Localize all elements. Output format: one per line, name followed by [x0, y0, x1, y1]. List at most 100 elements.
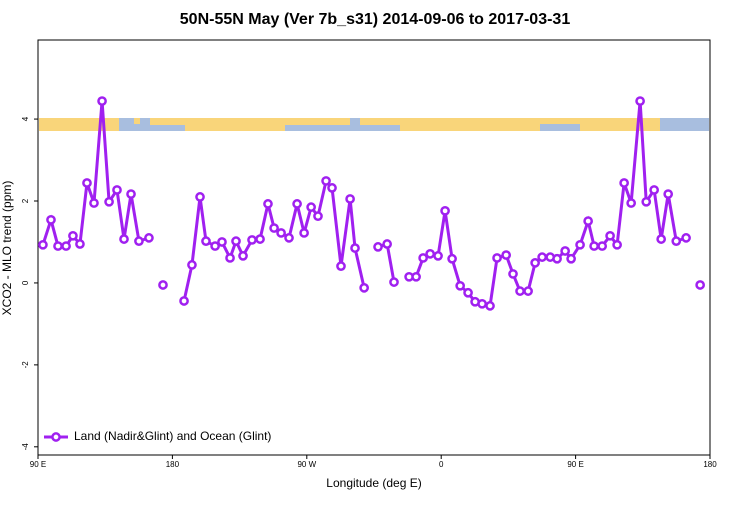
data-point [82, 178, 92, 188]
data-point [463, 287, 473, 298]
data-point [306, 202, 316, 212]
legend-label: Land (Nadir&Glint) and Ocean (Glint) [74, 429, 271, 443]
land-ocean-band [39, 118, 709, 131]
data-point [477, 298, 487, 309]
data-point [425, 248, 435, 259]
data-point [641, 196, 652, 207]
legend-marker [51, 432, 61, 442]
data-point [210, 241, 220, 251]
plot-frame [37, 39, 711, 456]
data-point [179, 296, 189, 306]
data-point [327, 183, 337, 193]
data-point [597, 241, 608, 251]
data-point [61, 241, 71, 251]
data-point [75, 239, 85, 249]
data-point [89, 198, 99, 208]
data-point [225, 253, 235, 263]
data-point [201, 236, 211, 247]
data-point [345, 194, 355, 204]
data-point [537, 252, 547, 262]
data-point [501, 250, 512, 260]
data-point [255, 234, 265, 244]
data-point [492, 253, 502, 263]
data-point [195, 192, 205, 202]
data-point [373, 242, 383, 252]
data-point [97, 96, 107, 106]
chart-title: 50N-55N May (Ver 7b_s31) 2014-09-06 to 2… [180, 11, 571, 28]
data-point [560, 246, 570, 256]
data-point [612, 239, 622, 250]
data-point [119, 234, 129, 244]
data-point [187, 260, 197, 270]
data-line [182, 177, 366, 302]
ocean-band [540, 124, 580, 131]
y-tick-label: -2 [21, 361, 30, 369]
data-point [284, 233, 294, 243]
x-tick-label: 90 E [30, 460, 46, 469]
data-point [299, 228, 309, 238]
data-point [485, 301, 495, 311]
data-point [336, 261, 346, 271]
data-point [269, 223, 279, 233]
land-band [134, 118, 140, 124]
data-point [589, 241, 599, 251]
data-point [53, 241, 63, 251]
y-tick-label: -4 [21, 443, 30, 451]
data-point [695, 280, 705, 290]
data-point [530, 258, 540, 268]
data-point [508, 269, 518, 279]
data-point [263, 199, 273, 209]
data-point [605, 230, 615, 241]
data-point [46, 214, 56, 225]
data-point [389, 277, 399, 287]
data-point [411, 271, 421, 282]
data-point [626, 198, 637, 208]
data-point [663, 189, 674, 199]
x-axis-label: Longitude (deg E) [326, 476, 421, 490]
data-point [112, 185, 122, 195]
data-point [247, 235, 257, 245]
data-point [359, 283, 369, 293]
data-point [433, 251, 443, 261]
data-point [68, 230, 78, 241]
land-band [185, 118, 285, 131]
data-point [635, 96, 645, 106]
data-point [104, 196, 114, 207]
data-point [619, 178, 629, 188]
data-point [126, 189, 136, 199]
data-point [418, 253, 428, 263]
data-point [238, 251, 248, 261]
data-point [134, 236, 144, 247]
y-tick-label: 2 [21, 198, 30, 203]
data-point [656, 234, 667, 244]
data-point [566, 253, 576, 264]
data-point [681, 233, 691, 243]
data-point [649, 185, 659, 195]
y-axis-label: XCO2 - MLO trend (ppm) [0, 181, 14, 316]
data-point [38, 239, 48, 250]
data-point [455, 280, 466, 291]
x-tick-label: 90 E [567, 460, 583, 469]
x-tick-label: 0 [439, 460, 444, 469]
data-point [515, 286, 525, 296]
land-band [400, 118, 660, 131]
data-point [292, 199, 302, 209]
data-point [382, 239, 392, 249]
data-point [583, 216, 593, 226]
data-point [447, 253, 457, 264]
data-point [552, 253, 562, 264]
x-tick-label: 90 W [297, 460, 316, 469]
data-point [575, 239, 585, 250]
data-point [321, 176, 331, 186]
data-point [440, 205, 450, 216]
data-point [313, 211, 323, 222]
data-point [144, 233, 154, 243]
data-point [276, 228, 286, 238]
data-point [523, 286, 533, 296]
x-tick-label: 180 [703, 460, 717, 469]
y-tick-label: 0 [21, 280, 30, 285]
y-tick-label: 4 [21, 116, 30, 121]
data-point [231, 236, 241, 247]
land-band [39, 118, 119, 131]
